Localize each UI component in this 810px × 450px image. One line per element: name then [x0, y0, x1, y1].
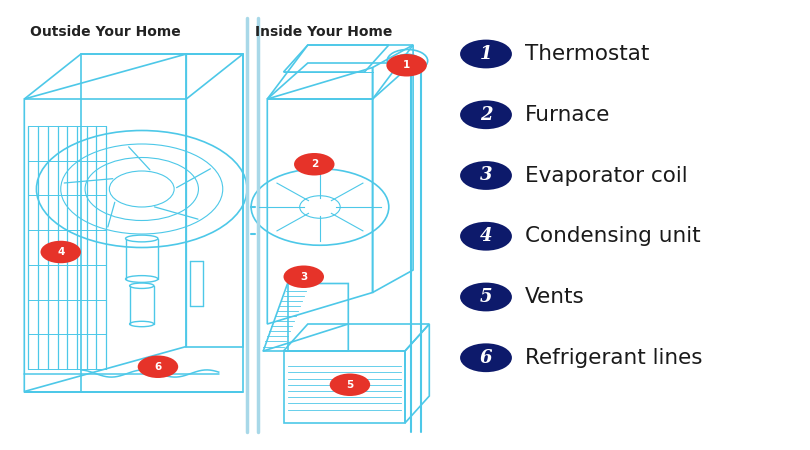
- Text: 3: 3: [301, 272, 307, 282]
- Circle shape: [395, 54, 420, 68]
- Text: 2: 2: [480, 106, 492, 124]
- Text: Inside Your Home: Inside Your Home: [255, 24, 393, 39]
- Circle shape: [460, 222, 512, 251]
- Text: 1: 1: [480, 45, 492, 63]
- Circle shape: [460, 161, 512, 190]
- Text: 5: 5: [480, 288, 492, 306]
- Text: 6: 6: [480, 349, 492, 367]
- Text: Outside Your Home: Outside Your Home: [30, 24, 181, 39]
- Text: Furnace: Furnace: [525, 105, 610, 125]
- Text: 1: 1: [403, 60, 410, 70]
- Circle shape: [40, 241, 81, 263]
- Circle shape: [284, 266, 324, 288]
- Text: 4: 4: [57, 247, 65, 257]
- Circle shape: [386, 54, 427, 76]
- Circle shape: [460, 283, 512, 311]
- Text: 6: 6: [155, 362, 161, 372]
- Text: Refrigerant lines: Refrigerant lines: [525, 348, 702, 368]
- Text: Condensing unit: Condensing unit: [525, 226, 701, 246]
- Circle shape: [460, 40, 512, 68]
- Text: 4: 4: [480, 227, 492, 245]
- Circle shape: [460, 100, 512, 129]
- Circle shape: [460, 343, 512, 372]
- Text: 2: 2: [311, 159, 318, 169]
- Text: Evaporator coil: Evaporator coil: [525, 166, 688, 185]
- Text: 3: 3: [480, 166, 492, 184]
- Text: Thermostat: Thermostat: [525, 44, 650, 64]
- Text: Vents: Vents: [525, 287, 585, 307]
- Circle shape: [138, 356, 178, 378]
- Circle shape: [294, 153, 335, 176]
- Text: 5: 5: [347, 380, 353, 390]
- Circle shape: [330, 374, 370, 396]
